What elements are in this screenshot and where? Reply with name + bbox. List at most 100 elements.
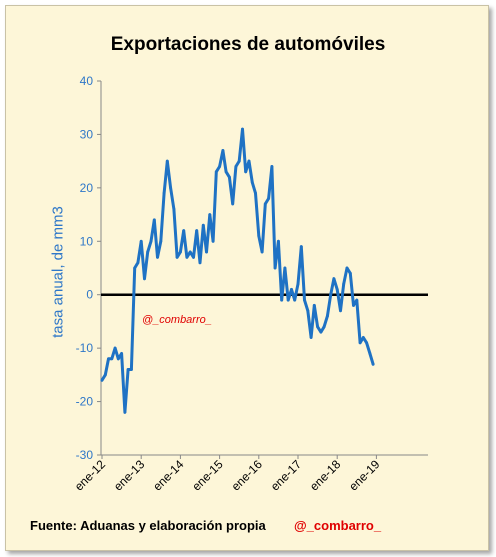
data-point [146, 250, 150, 254]
data-point [368, 352, 372, 355]
data-point [205, 250, 208, 254]
data-point [342, 282, 346, 286]
data-point [172, 207, 176, 211]
data-point [270, 165, 274, 168]
data-point [169, 186, 173, 190]
data-point [306, 309, 310, 313]
data-point [299, 245, 303, 249]
data-point [113, 346, 117, 350]
data-point [241, 127, 244, 131]
x-tick-label: ene-12 [72, 457, 109, 494]
x-tick-label: ene-16 [229, 457, 266, 494]
data-point [221, 149, 225, 152]
data-point [159, 239, 163, 243]
data-point [257, 234, 261, 238]
data-point [352, 304, 355, 307]
y-tick-label: 20 [80, 181, 94, 195]
data-point [228, 175, 231, 179]
data-point [156, 255, 159, 259]
data-point [152, 218, 156, 222]
data-point [214, 170, 218, 174]
y-tick-label: 10 [80, 234, 94, 248]
data-point [162, 191, 166, 195]
data-point [267, 197, 270, 200]
data-point [286, 298, 290, 302]
x-tick-label: ene-15 [189, 457, 226, 494]
data-point [332, 277, 336, 281]
y-tick-label: -10 [76, 341, 94, 355]
data-point [179, 250, 182, 254]
data-point [283, 266, 287, 270]
data-point [280, 298, 284, 302]
data-point [136, 261, 140, 265]
data-point [107, 357, 110, 361]
data-point [371, 362, 375, 366]
data-point [234, 165, 238, 168]
data-point [303, 298, 306, 302]
y-tick-label: 0 [86, 288, 93, 302]
y-tick-label: -20 [76, 395, 94, 409]
data-point [149, 239, 153, 243]
data-point [277, 239, 280, 243]
data-point [348, 271, 352, 275]
data-point [188, 250, 192, 254]
data-point [110, 357, 114, 361]
x-tick-label: ene-14 [150, 457, 187, 494]
data-point [312, 304, 316, 307]
data-point [224, 170, 228, 174]
data-point [319, 330, 323, 334]
data-point [143, 277, 146, 281]
y-tick-label: 30 [80, 127, 94, 141]
data-point [116, 357, 120, 361]
chart-frame [5, 5, 489, 551]
data-point [335, 288, 339, 291]
data-point [123, 410, 127, 414]
data-point [296, 282, 300, 286]
data-point [355, 298, 359, 302]
data-point [316, 325, 319, 329]
data-point [247, 159, 251, 163]
data-point [263, 202, 267, 206]
data-point [103, 373, 107, 377]
data-point [182, 229, 186, 233]
author-handle: @_combarro_ [294, 518, 382, 533]
data-point [290, 288, 293, 291]
data-point [211, 239, 215, 243]
data-point [358, 341, 362, 345]
chart-title: Exportaciones de automóviles [110, 34, 386, 55]
data-point [237, 159, 241, 163]
data-point [208, 213, 212, 217]
data-point [130, 368, 133, 371]
data-point [293, 298, 297, 302]
data-point [260, 250, 264, 254]
data-point [250, 181, 254, 184]
data-point [175, 255, 179, 259]
data-point [365, 341, 368, 345]
data-point [322, 325, 326, 329]
data-point [165, 159, 169, 163]
data-point [309, 336, 313, 339]
data-point [254, 191, 257, 195]
data-point [218, 165, 222, 168]
data-point [345, 266, 349, 270]
data-point [100, 378, 104, 382]
data-point [195, 229, 199, 233]
x-tick-label: ene-18 [307, 457, 344, 494]
source-note: Fuente: Aduanas y elaboración propia [30, 518, 266, 533]
data-point [231, 202, 235, 206]
data-point [185, 255, 189, 259]
data-point [120, 352, 123, 355]
data-point [273, 266, 277, 270]
x-tick-label: ene-19 [346, 457, 383, 494]
x-tick-label: ene-17 [268, 457, 305, 494]
y-tick-label: -30 [76, 448, 94, 462]
data-point [329, 293, 333, 297]
data-point [244, 170, 248, 174]
data-point [339, 309, 342, 313]
data-point [201, 223, 205, 227]
chart-watermark: @_combarro_ [142, 314, 212, 326]
data-point [326, 314, 329, 318]
data-point [139, 239, 143, 243]
data-point [192, 255, 195, 259]
